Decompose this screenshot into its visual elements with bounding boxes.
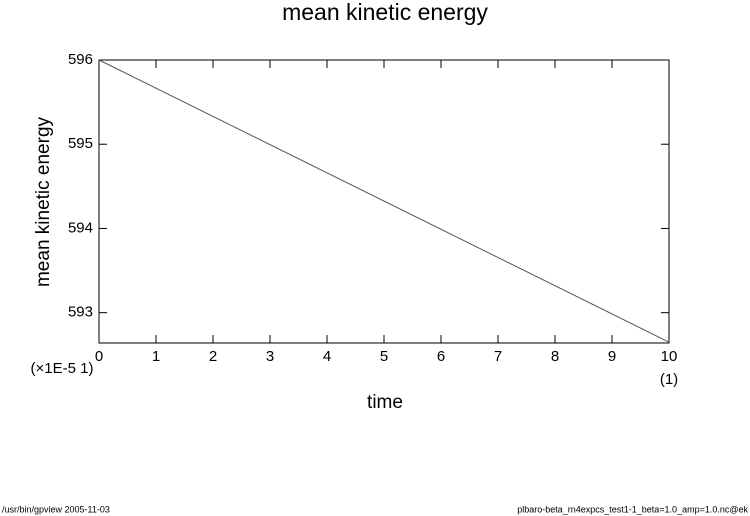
x-tick-label: 4 [323,348,331,365]
y-axis-label: mean kinetic energy [33,116,54,287]
x-tick-label: 5 [380,348,388,365]
y-unit-label: (×1E-5 1) [31,360,94,377]
x-unit-label: (1) [660,371,678,388]
x-tick-label: 8 [551,348,559,365]
x-tick-label: 9 [608,348,616,365]
footer-right: plbaro-beta_rn4expcs_test1-1_beta=1.0_am… [517,504,748,514]
footer-left: /usr/bin/gpview 2005-11-03 [2,504,110,514]
chart-title: mean kinetic energy [282,0,488,25]
x-tick-label: 6 [437,348,445,365]
x-axis-label: time [367,392,403,413]
y-tick-label: 594 [68,219,93,236]
x-tick-label: 3 [266,348,274,365]
data-line [98,59,670,343]
x-tick-label: 0 [95,348,103,365]
x-tick-label: 2 [209,348,217,365]
x-tick-label: 10 [661,348,678,365]
x-tick-label: 1 [152,348,160,365]
y-tick-label: 595 [68,135,93,152]
x-tick-label: 7 [494,348,502,365]
y-tick-label: 596 [68,51,93,68]
y-tick-label: 593 [68,304,93,321]
